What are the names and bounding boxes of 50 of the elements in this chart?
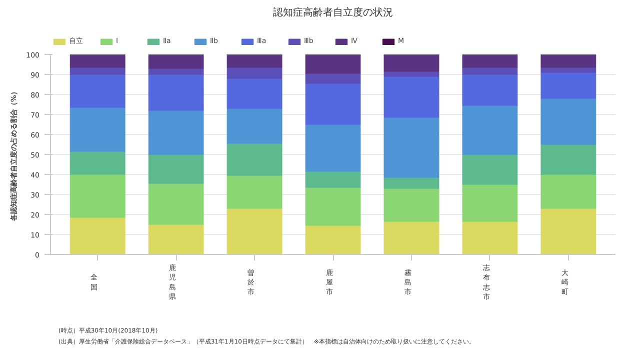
- bar: [148, 54, 204, 69]
- bar: [226, 54, 282, 68]
- bar: [462, 154, 518, 185]
- bar: [540, 174, 596, 209]
- bar: [70, 174, 126, 218]
- bar: [462, 184, 518, 222]
- bar: [384, 221, 440, 254]
- bar: [70, 74, 126, 108]
- bar: [226, 108, 282, 144]
- bar: [148, 74, 204, 111]
- bar: [148, 68, 204, 75]
- bar: [462, 105, 518, 155]
- bar: [70, 54, 126, 68]
- bar: [384, 54, 440, 72]
- bar: [540, 72, 596, 99]
- bar: [226, 175, 282, 209]
- bar: [305, 187, 361, 226]
- bar: [384, 188, 440, 222]
- bar: [148, 224, 204, 254]
- bar: [540, 144, 596, 175]
- bar: [540, 67, 596, 73]
- bar: [70, 107, 126, 152]
- bar: [70, 67, 126, 75]
- bar: [305, 124, 361, 172]
- bar: [462, 221, 518, 254]
- bar: [148, 183, 204, 225]
- bar: [305, 171, 361, 188]
- bar: [226, 208, 282, 254]
- bar: [305, 83, 361, 125]
- bar: [148, 154, 204, 184]
- bar: [305, 225, 361, 254]
- bar: [70, 217, 126, 254]
- bar: [305, 73, 361, 84]
- bar: [384, 117, 440, 178]
- bar: [540, 208, 596, 254]
- bar: [462, 67, 518, 75]
- bar: [148, 110, 204, 155]
- bar: [462, 74, 518, 106]
- bar: [384, 71, 440, 77]
- bar: [384, 177, 440, 189]
- bar: [226, 67, 282, 79]
- chart-title: 認知症高齢者自立度の状況: [273, 6, 393, 18]
- bar: [70, 151, 126, 175]
- bar: [226, 78, 282, 109]
- bar: [462, 54, 518, 68]
- bar: [540, 54, 596, 68]
- bar: [540, 98, 596, 145]
- bar: [305, 54, 361, 74]
- bar: [226, 143, 282, 176]
- bar: [384, 76, 440, 118]
